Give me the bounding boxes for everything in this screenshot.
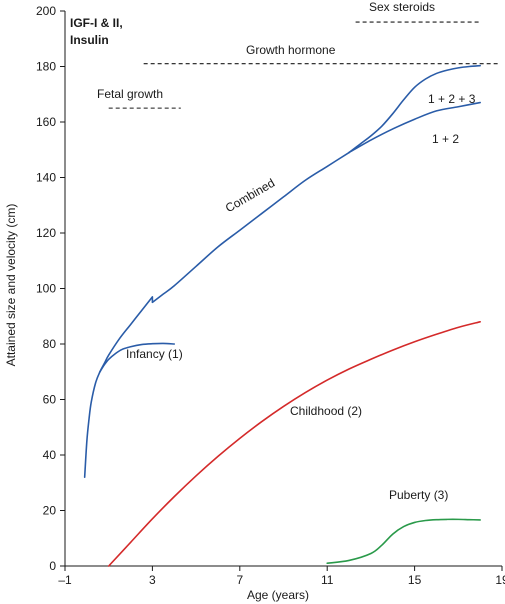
y-tick-label: 80	[43, 337, 57, 351]
y-tick-label: 200	[36, 4, 56, 18]
y-tick-label: 120	[36, 226, 56, 240]
y-ticks: 0 20 40 60 80 100 120 140 160 180 200	[36, 4, 65, 573]
reference-lines	[108, 21, 498, 109]
x-tick-label: 7	[236, 573, 243, 587]
puberty-label: Puberty (3)	[389, 488, 448, 502]
y-tick-label: 40	[43, 448, 57, 462]
y-tick-label: 100	[36, 282, 56, 296]
label-1-2-3: 1 + 2 + 3	[428, 92, 476, 106]
combined-label: Combined	[223, 176, 277, 215]
x-tick-label: 19	[495, 573, 505, 587]
childhood-series-line	[107, 321, 481, 567]
infancy-label: Infancy (1)	[126, 347, 183, 361]
y-tick-label: 0	[49, 559, 56, 573]
igf-insulin-label-line1: IGF-I & II,	[70, 16, 123, 30]
x-tick-label: 15	[408, 573, 422, 587]
x-axis-title: Age (years)	[247, 588, 309, 602]
x-tick-label: 3	[149, 573, 156, 587]
label-1-2: 1 + 2	[432, 132, 459, 146]
childhood-label: Childhood (2)	[290, 404, 362, 418]
combined-1-2-series-line	[348, 101, 481, 154]
axes: –1 3 7 11 15 19 0 20 40 60 80 100 120 140 160 180 200	[36, 4, 505, 587]
sex-steroids-label: Sex steroids	[369, 0, 435, 14]
x-ticks: –1 3 7 11 15 19	[58, 566, 505, 587]
infancy-series-line	[99, 342, 176, 373]
x-tick-label: 11	[321, 573, 334, 587]
series-lines	[83, 64, 481, 567]
x-tick-label: –1	[58, 573, 72, 587]
y-tick-label: 60	[43, 393, 57, 407]
y-tick-label: 20	[43, 504, 57, 518]
puberty-series-line	[326, 518, 481, 565]
growth-hormone-label: Growth hormone	[246, 43, 336, 57]
y-tick-label: 160	[36, 115, 56, 129]
combined-series-line	[83, 151, 350, 478]
igf-insulin-label-line2: Insulin	[70, 33, 109, 47]
y-tick-label: 140	[36, 171, 56, 185]
y-tick-label: 180	[36, 60, 56, 74]
combined-1-2-3-series-line	[348, 64, 481, 154]
y-axis-title: Attained size and velocity (cm)	[4, 204, 18, 367]
fetal-growth-label: Fetal growth	[97, 87, 163, 101]
